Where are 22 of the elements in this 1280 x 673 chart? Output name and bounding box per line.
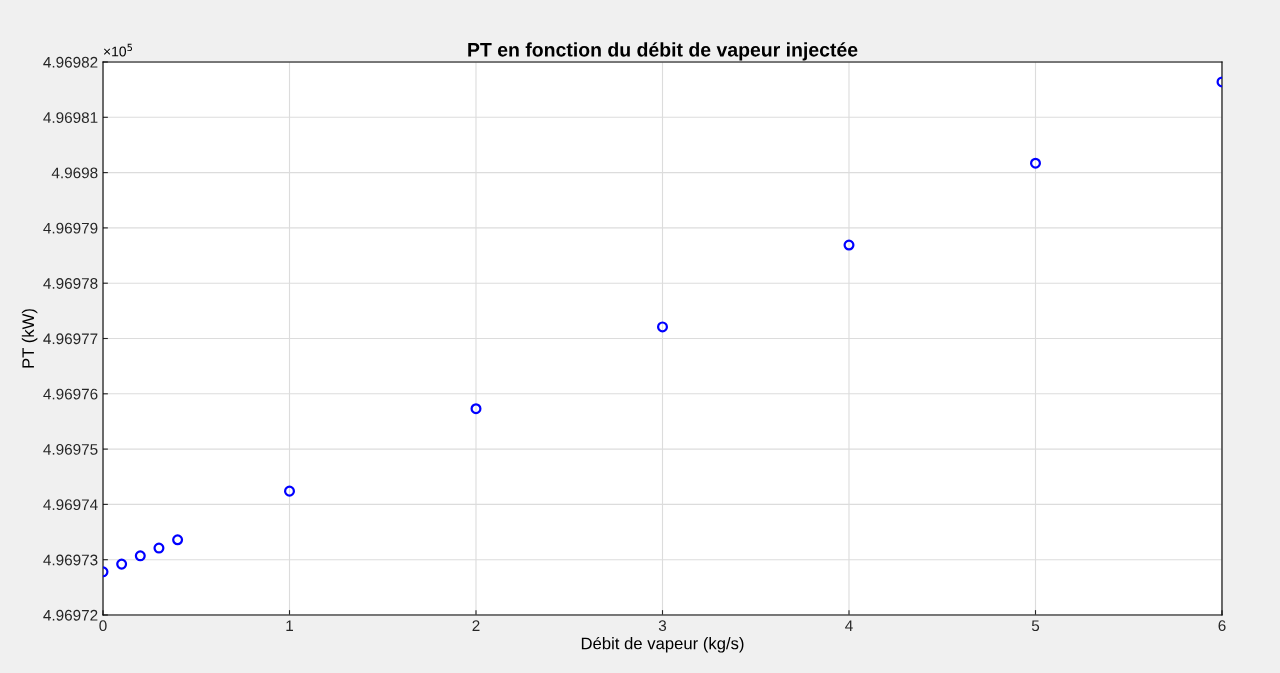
x-tick-label: 5 [1031, 620, 1040, 632]
y-tick-label: 4.96975 [43, 443, 98, 455]
y-tick-label: 4.96972 [43, 609, 98, 621]
text: ×10$^{5}$ [103, 43, 133, 57]
y-tick-label: 4.96973 [43, 554, 98, 566]
x-tick-label: 3 [658, 620, 667, 632]
y-tick-label: 4.9698 [51, 167, 98, 179]
y-tick-label: 4.96977 [43, 333, 98, 345]
x-tick-label: 0 [99, 620, 107, 632]
y-tick-label: 4.96979 [43, 222, 98, 234]
x-tick-label: 4 [845, 620, 853, 631]
y-tick-label: 4.96981 [43, 112, 98, 123]
y-tick-label: 4.96982 [43, 56, 98, 68]
x-tick-label: 2 [472, 620, 480, 631]
y-tick-label: 4.96976 [43, 388, 98, 400]
x-tick-label: 1 [286, 620, 293, 631]
x-tick-label: 6 [1218, 620, 1226, 632]
chart-title: PT en fonction du débit de vapeur injectée [468, 42, 858, 61]
y-tick-label: 4.96974 [43, 499, 98, 511]
y-tick-label: 4.96978 [43, 278, 98, 289]
y-axis-title: PT (kW) [21, 309, 38, 368]
x-axis-title: Débit de vapeur (kg/s) [581, 636, 744, 653]
